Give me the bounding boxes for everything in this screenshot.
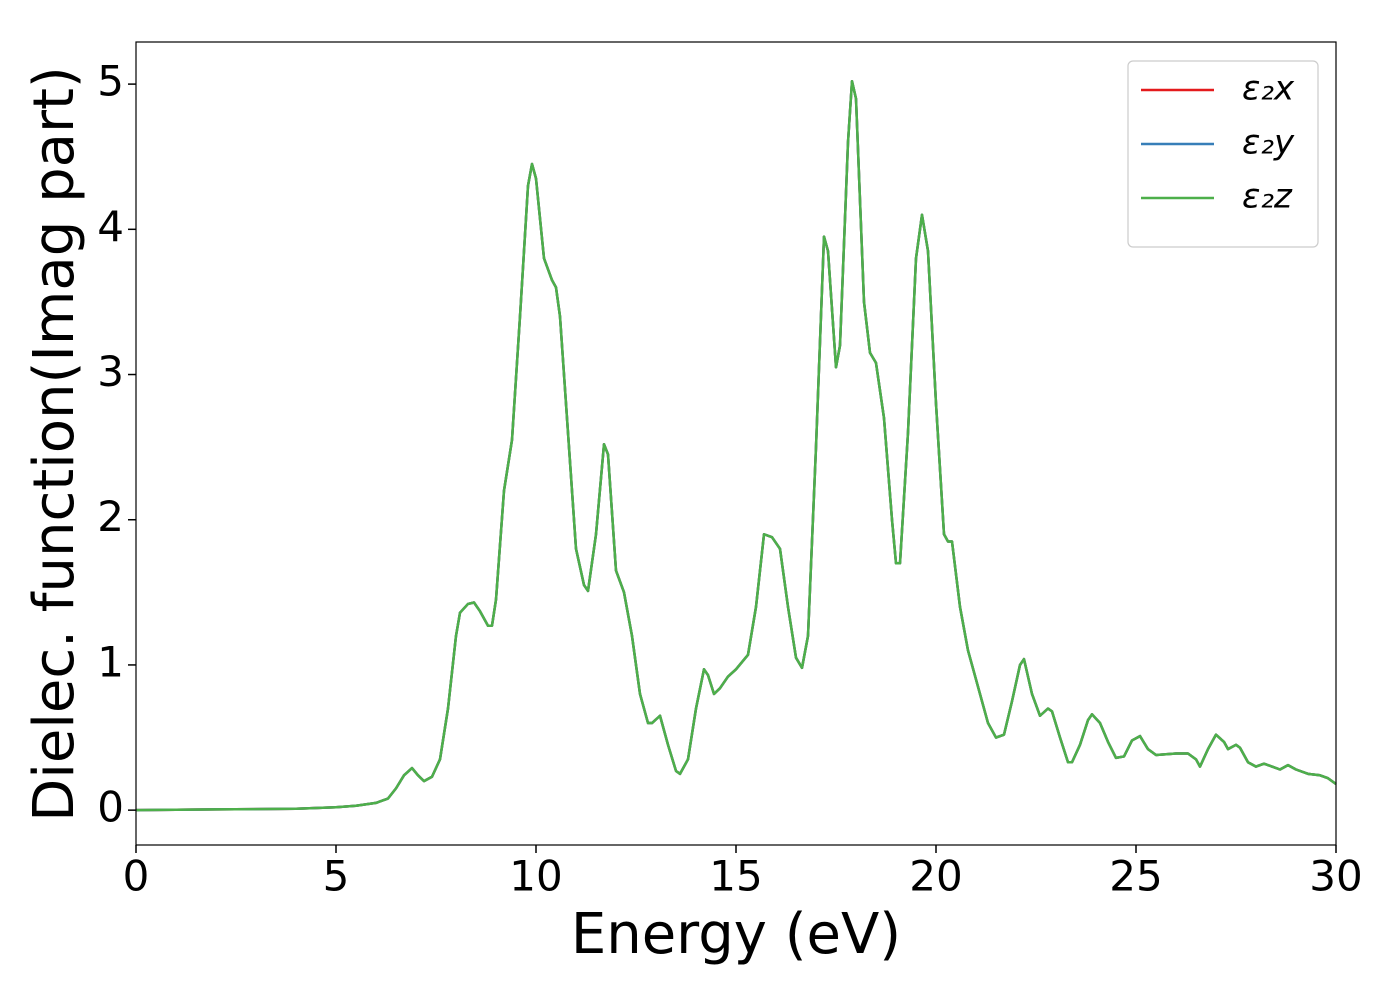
data-line	[135, 79, 1337, 812]
legend-label: ε₂y	[1242, 123, 1295, 163]
y-tick-label: 5	[97, 57, 124, 106]
legend-label: ε₂z	[1242, 177, 1293, 217]
legend-box	[1127, 60, 1319, 248]
y-tick-label: 2	[97, 492, 124, 541]
x-tick-label: 5	[323, 852, 350, 901]
x-axis-label: Energy (eV)	[571, 902, 901, 967]
x-tick-label: 10	[509, 852, 562, 901]
x-tick-label: 20	[909, 852, 962, 901]
y-tick-label: 0	[97, 783, 124, 832]
plot-frame	[135, 41, 1337, 846]
y-axis-label: Dielec. function(Imag part)	[22, 66, 87, 822]
x-tick-label: 15	[709, 852, 762, 901]
y-tick-label: 1	[97, 637, 124, 686]
x-tick-label: 25	[1109, 852, 1162, 901]
x-tick-label: 0	[123, 852, 150, 901]
x-tick-label: 30	[1309, 852, 1362, 901]
y-tick-label: 4	[97, 202, 124, 251]
y-tick-label: 3	[97, 347, 124, 396]
legend-label: ε₂x	[1242, 69, 1295, 109]
